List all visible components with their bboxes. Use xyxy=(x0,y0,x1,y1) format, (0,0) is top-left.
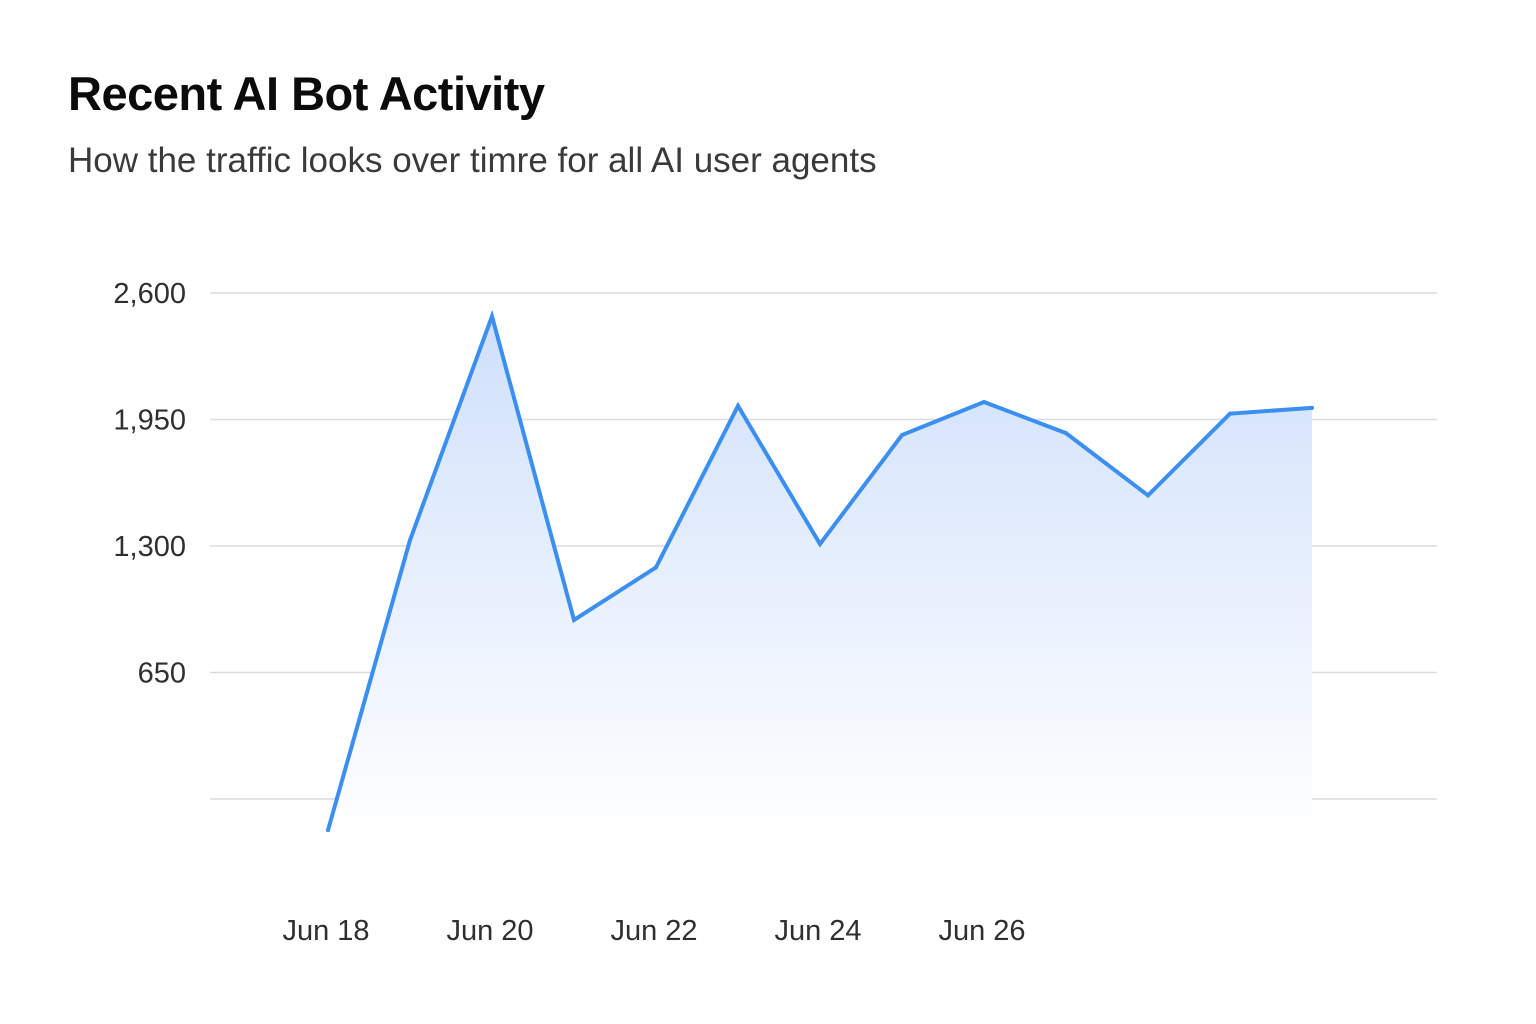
y-axis: 2,600 1,950 1,300 650 xyxy=(113,278,186,690)
series-area-fill xyxy=(328,316,1312,838)
x-tick-label: Jun 20 xyxy=(446,915,533,947)
y-tick-label: 1,300 xyxy=(113,531,186,563)
y-tick-label: 650 xyxy=(138,658,186,690)
data-point xyxy=(1146,493,1150,498)
data-point xyxy=(572,617,576,622)
series-line-group xyxy=(326,309,1314,833)
chart-title: Recent AI Bot Activity xyxy=(68,67,545,120)
data-point xyxy=(818,542,822,547)
x-tick-label: Jun 22 xyxy=(610,915,697,947)
data-point xyxy=(1228,411,1232,416)
data-point xyxy=(736,403,740,408)
data-point xyxy=(1064,431,1068,436)
data-point xyxy=(982,399,986,404)
y-tick-label: 1,950 xyxy=(113,405,186,437)
y-tick-label: 2,600 xyxy=(113,278,186,310)
data-point xyxy=(490,314,494,319)
chart-subtitle: How the traffic looks over timre for all… xyxy=(68,141,877,180)
data-point xyxy=(326,828,330,833)
x-axis: Jun 18 Jun 20 Jun 22 Jun 24 Jun 26 xyxy=(282,915,1025,947)
x-tick-label: Jun 26 xyxy=(938,915,1025,947)
data-point xyxy=(1310,405,1314,410)
data-point xyxy=(900,433,904,438)
series-area xyxy=(328,316,1312,838)
x-tick-label: Jun 24 xyxy=(774,915,861,947)
data-point xyxy=(654,565,658,570)
data-point xyxy=(408,538,412,543)
x-tick-label: Jun 18 xyxy=(282,915,369,947)
